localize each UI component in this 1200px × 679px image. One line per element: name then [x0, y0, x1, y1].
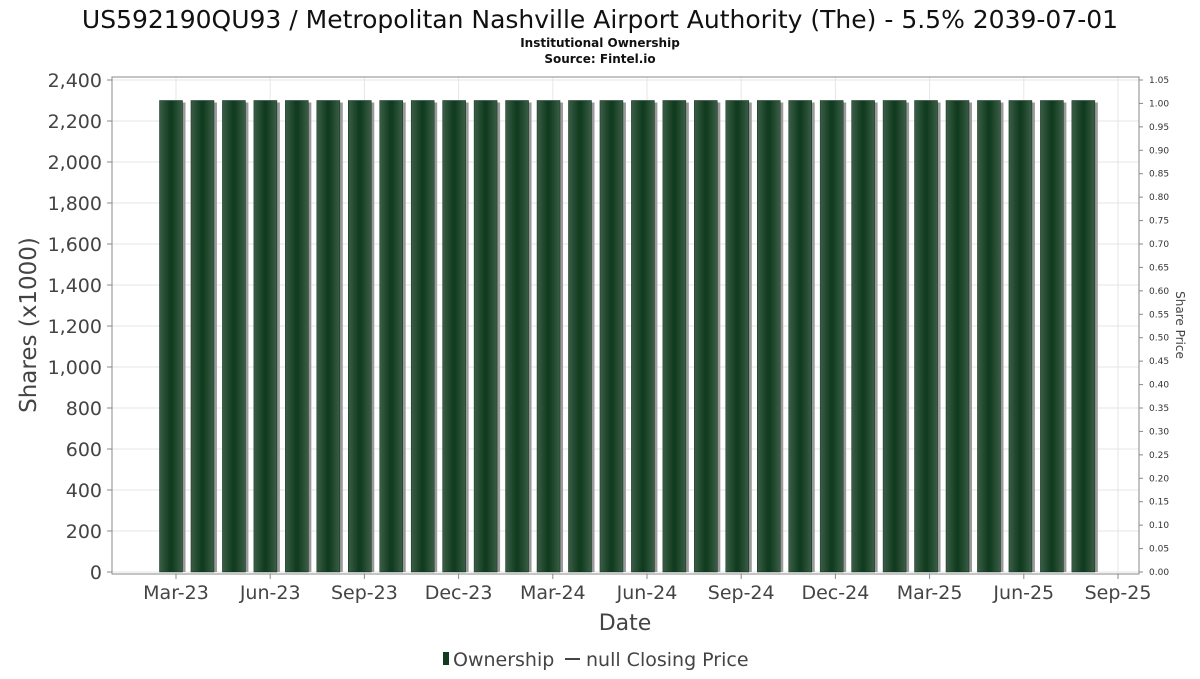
bar	[599, 100, 624, 573]
bar	[1008, 100, 1033, 573]
x-axis-label: Date	[599, 611, 652, 636]
bar	[977, 100, 1001, 573]
bar	[348, 100, 372, 573]
y-axis: 0 200 400 600 800 1,000 1,200 1,400 1,600 1,800 2,…	[48, 70, 112, 584]
x-tick-label: Mar-23	[143, 582, 209, 604]
chart-title: US592190QU93 / Metropolitan Nashville Ai…	[82, 5, 1118, 34]
bar	[882, 100, 907, 573]
y-tick-label: 1,800	[48, 193, 102, 215]
x-tick-label: Dec-23	[425, 582, 493, 604]
y2-tick-label: 0.45	[1149, 357, 1169, 367]
legend-ownership-swatch	[443, 652, 449, 665]
y2-tick-label: 0.40	[1149, 381, 1169, 391]
x-tick-label: Mar-25	[897, 582, 963, 604]
bar	[159, 100, 183, 573]
y-tick-label: 400	[66, 480, 102, 502]
x-tick-label: Sep-23	[331, 582, 398, 604]
bar	[851, 100, 875, 573]
x-tick-label: Jun-25	[992, 582, 1054, 604]
y2-tick-label: 0.30	[1149, 427, 1169, 437]
y2-tick-label: 0.75	[1149, 217, 1169, 227]
y-tick-label: 1,200	[48, 316, 102, 338]
y-tick-label: 1,000	[48, 357, 102, 379]
x-tick-label: Mar-24	[520, 582, 586, 604]
bar	[222, 100, 246, 573]
x-tick-label: Jun-24	[616, 582, 678, 604]
bar	[819, 100, 844, 573]
bar	[379, 100, 403, 573]
y2-tick-label: 0.05	[1149, 545, 1169, 555]
bar	[505, 100, 529, 573]
y2-tick-label: 0.70	[1149, 240, 1169, 250]
y-axis-label: Shares (x1000)	[16, 237, 42, 413]
x-tick-label: Sep-25	[1085, 582, 1152, 604]
legend: Ownership null Closing Price	[443, 649, 749, 671]
bar	[1040, 100, 1064, 573]
y2-tick-label: 0.10	[1149, 521, 1169, 531]
y2-tick-label: 0.85	[1149, 170, 1169, 180]
bar	[756, 100, 781, 573]
bar	[568, 100, 592, 573]
y2-tick-label: 0.95	[1149, 123, 1169, 133]
chart-subtitle-2: Source: Fintel.io	[544, 52, 655, 66]
bar	[253, 100, 278, 573]
bar	[788, 100, 812, 573]
y2-tick-label: 0.90	[1149, 146, 1169, 156]
y2-tick-label: 0.35	[1149, 404, 1169, 414]
y-tick-label: 200	[66, 521, 102, 543]
bar	[442, 100, 466, 573]
y2-axis-label: Share Price	[1173, 291, 1187, 359]
bar	[725, 100, 750, 573]
y2-tick-label: 1.05	[1149, 76, 1169, 86]
y2-tick-label: 0.15	[1149, 498, 1169, 508]
bar	[410, 100, 435, 573]
legend-price-label: null Closing Price	[586, 649, 749, 671]
y2-tick-label: 0.65	[1149, 263, 1169, 273]
y2-tick-label: 0.20	[1149, 474, 1169, 484]
y-tick-label: 1,600	[48, 234, 102, 256]
bar	[914, 100, 938, 573]
bar	[316, 100, 341, 573]
y2-tick-label: 0.60	[1149, 287, 1169, 297]
y-tick-label: 2,400	[48, 70, 102, 92]
bar	[662, 100, 687, 573]
chart-subtitle-1: Institutional Ownership	[520, 36, 680, 50]
x-tick-label: Jun-23	[239, 582, 301, 604]
y-tick-label: 2,200	[48, 111, 102, 133]
bar	[945, 100, 970, 573]
x-axis: Mar-23 Jun-23 Sep-23 Dec-23 Mar-24 Jun-24 Sep-…	[143, 574, 1151, 604]
x-tick-label: Dec-24	[801, 582, 869, 604]
bar	[631, 100, 655, 573]
bar	[536, 100, 561, 573]
y-tick-label: 600	[66, 439, 102, 461]
y2-tick-label: 0.80	[1149, 193, 1169, 203]
x-tick-label: Sep-24	[708, 582, 775, 604]
y2-tick-label: 0.00	[1149, 568, 1169, 578]
y2-tick-label: 0.25	[1149, 451, 1169, 461]
y2-tick-label: 0.55	[1149, 310, 1169, 320]
y2-tick-label: 0.50	[1149, 334, 1169, 344]
bar	[694, 100, 718, 573]
bar	[190, 100, 215, 573]
bar	[1071, 100, 1096, 573]
y2-axis: 0.00 0.05 0.10 0.15 0.20 0.25 0.30 0.35 0.40 0.45…	[1139, 76, 1169, 578]
y-tick-label: 0	[90, 562, 102, 584]
y-tick-label: 2,000	[48, 152, 102, 174]
y-tick-label: 800	[66, 398, 102, 420]
bar	[285, 100, 309, 573]
y-tick-label: 1,400	[48, 275, 102, 297]
y2-tick-label: 1.00	[1149, 99, 1169, 109]
bars	[159, 100, 1098, 573]
legend-ownership-label: Ownership	[453, 649, 554, 671]
bar	[473, 100, 498, 573]
